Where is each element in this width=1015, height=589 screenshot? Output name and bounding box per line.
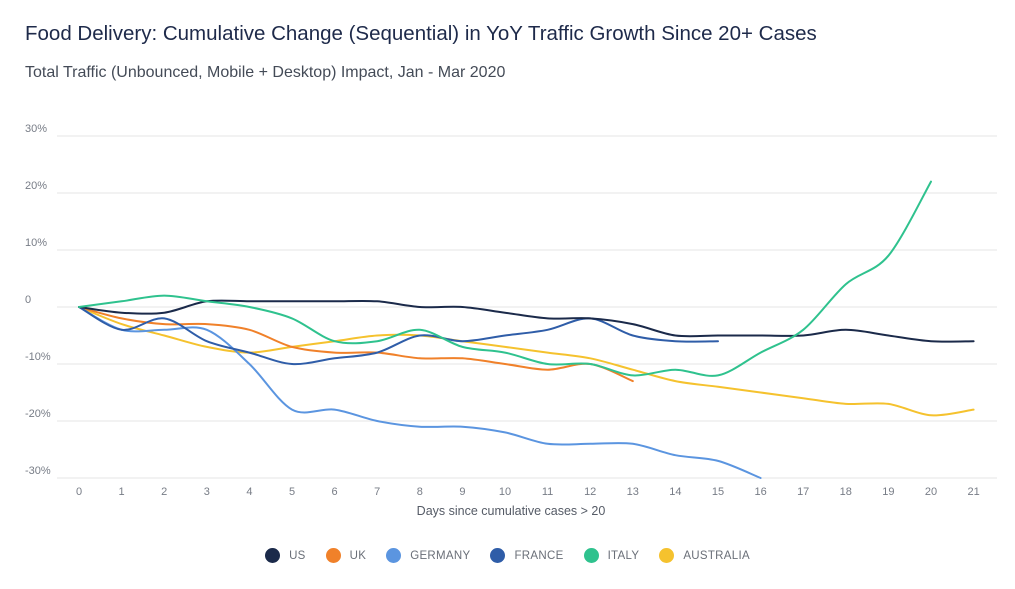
- x-tick-label: 15: [712, 486, 724, 498]
- x-axis-label: Days since cumulative cases > 20: [417, 504, 606, 518]
- y-tick-label: 10%: [25, 237, 47, 249]
- legend-item-germany[interactable]: GERMANY: [386, 548, 470, 563]
- x-tick-label: 18: [840, 486, 852, 498]
- y-tick-label: 30%: [25, 123, 47, 135]
- chart-legend: US UK GERMANY FRANCE ITALY AUSTRALIA: [0, 548, 1015, 563]
- series-line-germany: [78, 306, 762, 479]
- legend-swatch: [583, 548, 599, 563]
- series-line-italy: [78, 180, 932, 377]
- legend-item-france[interactable]: FRANCE: [490, 548, 563, 563]
- y-tick-label: -30%: [25, 465, 51, 477]
- chart-subtitle: Total Traffic (Unbounced, Mobile + Deskt…: [25, 64, 506, 81]
- legend-item-australia[interactable]: AUSTRALIA: [659, 548, 750, 563]
- legend-item-uk[interactable]: UK: [325, 548, 367, 563]
- legend-swatch: [325, 548, 341, 563]
- x-tick-label: 13: [627, 486, 639, 498]
- legend-swatch: [265, 548, 281, 563]
- x-tick-label: 21: [967, 486, 979, 498]
- x-tick-label: 7: [374, 486, 380, 498]
- legend-label: GERMANY: [410, 549, 471, 562]
- series-line-us: [78, 299, 975, 343]
- legend-label: UK: [349, 549, 367, 562]
- x-tick-label: 20: [925, 486, 937, 498]
- x-tick-label: 2: [161, 486, 167, 498]
- line-chart: 30%20%10%0-10%-20%-30%0 1 2 3 4 5 6 7 8 9 10 11 12 13…: [25, 123, 997, 518]
- chart-title: Food Delivery: Cumulative Change (Sequen…: [25, 22, 817, 45]
- x-tick-label: 11: [542, 486, 553, 498]
- legend-label: US: [289, 549, 306, 562]
- y-tick-label: 0: [25, 294, 31, 306]
- x-tick-label: 4: [246, 486, 252, 498]
- y-tick-label: -20%: [25, 408, 51, 420]
- x-tick-label: 9: [459, 486, 465, 498]
- legend-swatch: [386, 548, 402, 563]
- legend-swatch: [659, 548, 675, 563]
- legend-swatch: [490, 548, 506, 563]
- x-tick-label: 16: [754, 486, 766, 498]
- x-tick-label: 1: [119, 486, 125, 498]
- x-tick-label: 19: [882, 486, 894, 498]
- x-tick-label: 6: [332, 486, 338, 498]
- x-tick-label: 14: [669, 486, 681, 498]
- x-tick-label: 3: [204, 486, 210, 498]
- legend-item-us[interactable]: US: [265, 548, 306, 563]
- legend-label: AUSTRALIA: [683, 549, 750, 562]
- series-line-france: [78, 306, 719, 366]
- x-tick-label: 8: [417, 486, 423, 498]
- x-tick-label: 5: [289, 486, 295, 498]
- x-tick-label: 17: [797, 486, 809, 498]
- series-line-uk: [78, 306, 634, 383]
- legend-label: ITALY: [607, 549, 640, 562]
- x-tick-label: 0: [76, 486, 82, 498]
- y-tick-label: -10%: [25, 351, 51, 363]
- legend-label: FRANCE: [514, 549, 564, 562]
- legend-item-italy[interactable]: ITALY: [583, 548, 640, 563]
- series-line-australia: [78, 306, 975, 417]
- y-tick-label: 20%: [25, 180, 47, 192]
- x-tick-label: 10: [499, 486, 511, 498]
- x-tick-label: 12: [584, 486, 596, 498]
